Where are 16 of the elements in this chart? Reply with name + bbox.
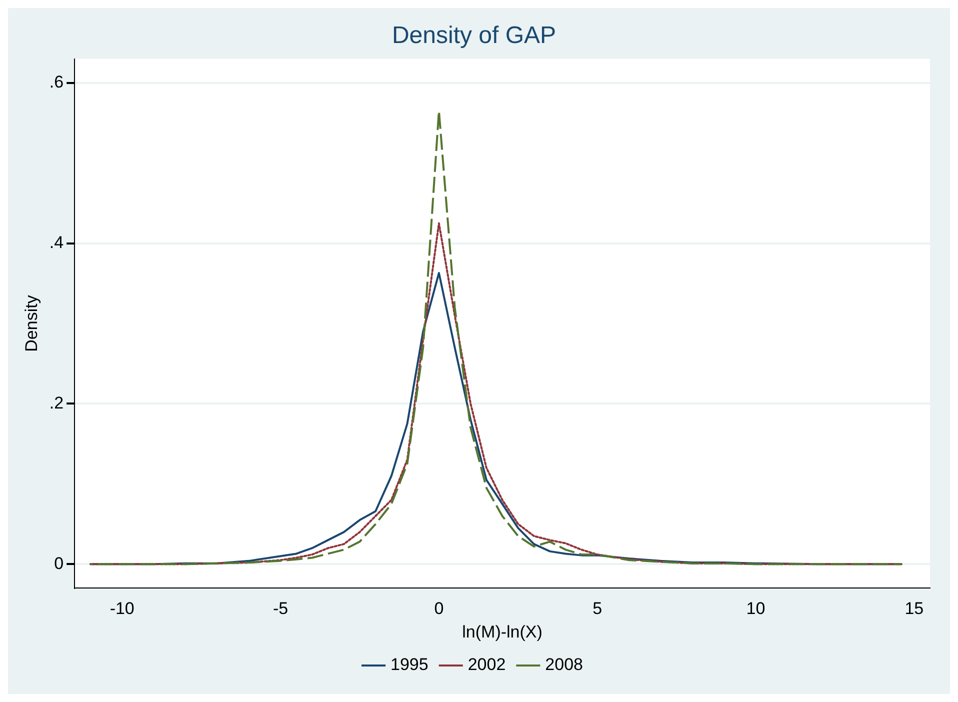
legend-label: 1995 — [390, 655, 428, 674]
x-tick-label: -10 — [110, 599, 134, 618]
chart-title: Density of GAP — [392, 22, 556, 50]
y-tick-label: 0 — [54, 554, 64, 573]
x-tick-label: 10 — [746, 599, 766, 618]
legend-label: 2002 — [468, 655, 506, 674]
x-tick-label: -5 — [272, 599, 288, 618]
legend-label: 2008 — [545, 655, 583, 674]
x-tick-label: 15 — [904, 599, 924, 618]
y-tick-label: .4 — [49, 232, 64, 252]
x-tick-label: 5 — [592, 599, 602, 618]
y-tick-label: .2 — [49, 393, 64, 412]
y-axis-title: Density — [22, 294, 41, 352]
y-tick-label: .6 — [49, 72, 64, 92]
x-tick-label: 0 — [434, 599, 444, 618]
x-axis-title: ln(M)-ln(X) — [462, 622, 542, 642]
